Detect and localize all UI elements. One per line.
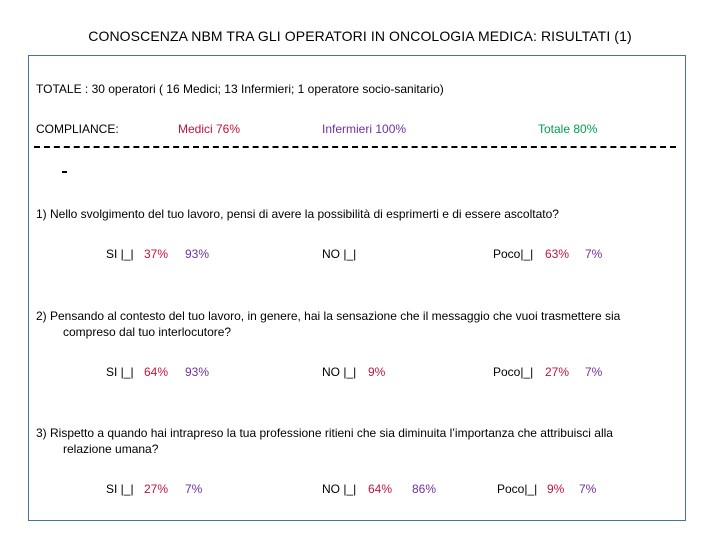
q2-si-medici: 64% bbox=[144, 365, 169, 379]
totale-line: TOTALE : 30 operatori ( 16 Medici; 13 In… bbox=[36, 82, 444, 96]
q1-poco-label: Poco|_| bbox=[493, 247, 534, 261]
q2-poco-medici: 27% bbox=[545, 365, 570, 379]
question-1-text: 1) Nello svolgimento del tuo lavoro, pen… bbox=[36, 207, 559, 221]
q1-poco-infermieri: 7% bbox=[585, 247, 603, 261]
q3-poco-label: Poco|_| bbox=[497, 482, 538, 496]
question-3-text: 3) Rispetto a quando hai intrapreso la t… bbox=[36, 426, 613, 440]
q2-no-label: NO |_| bbox=[322, 365, 357, 379]
dashed-divider bbox=[34, 146, 676, 148]
page-title: CONOSCENZA NBM TRA GLI OPERATORI IN ONCO… bbox=[88, 28, 632, 44]
q1-no-label: NO |_| bbox=[322, 247, 357, 261]
q1-si-label: SI |_| bbox=[106, 247, 134, 261]
q1-si-infermieri: 93% bbox=[185, 247, 210, 261]
dashed-divider-tail bbox=[62, 171, 67, 173]
q2-si-infermieri: 93% bbox=[185, 365, 210, 379]
question-2-text: 2) Pensando al contesto del tuo lavoro, … bbox=[36, 309, 621, 323]
question-2: 2) Pensando al contesto del tuo lavoro, … bbox=[36, 308, 676, 340]
compliance-medici: Medici 76% bbox=[178, 122, 241, 136]
q3-poco-infermieri: 7% bbox=[579, 482, 597, 496]
q3-si-infermieri: 7% bbox=[185, 482, 203, 496]
q3-poco-medici: 9% bbox=[547, 482, 565, 496]
question-3-text-cont: relazione umana? bbox=[63, 442, 159, 456]
q3-si-label: SI |_| bbox=[106, 482, 134, 496]
compliance-infermieri: Infermieri 100% bbox=[322, 122, 407, 136]
compliance-label: COMPLIANCE: bbox=[36, 122, 119, 136]
q1-poco-medici: 63% bbox=[545, 247, 570, 261]
q3-si-medici: 27% bbox=[144, 482, 169, 496]
question-1: 1) Nello svolgimento del tuo lavoro, pen… bbox=[36, 206, 676, 222]
q1-si-medici: 37% bbox=[144, 247, 169, 261]
question-3: 3) Rispetto a quando hai intrapreso la t… bbox=[36, 425, 676, 457]
q2-poco-label: Poco|_| bbox=[493, 365, 534, 379]
q2-poco-infermieri: 7% bbox=[585, 365, 603, 379]
q3-no-infermieri: 86% bbox=[412, 482, 437, 496]
q3-no-medici: 64% bbox=[368, 482, 393, 496]
question-2-text-cont: compreso dal tuo interlocutore? bbox=[63, 325, 232, 339]
q3-no-label: NO |_| bbox=[322, 482, 357, 496]
q2-no-medici: 9% bbox=[368, 365, 386, 379]
content-frame bbox=[28, 55, 686, 521]
q2-si-label: SI |_| bbox=[106, 365, 134, 379]
compliance-totale: Totale 80% bbox=[538, 122, 598, 136]
